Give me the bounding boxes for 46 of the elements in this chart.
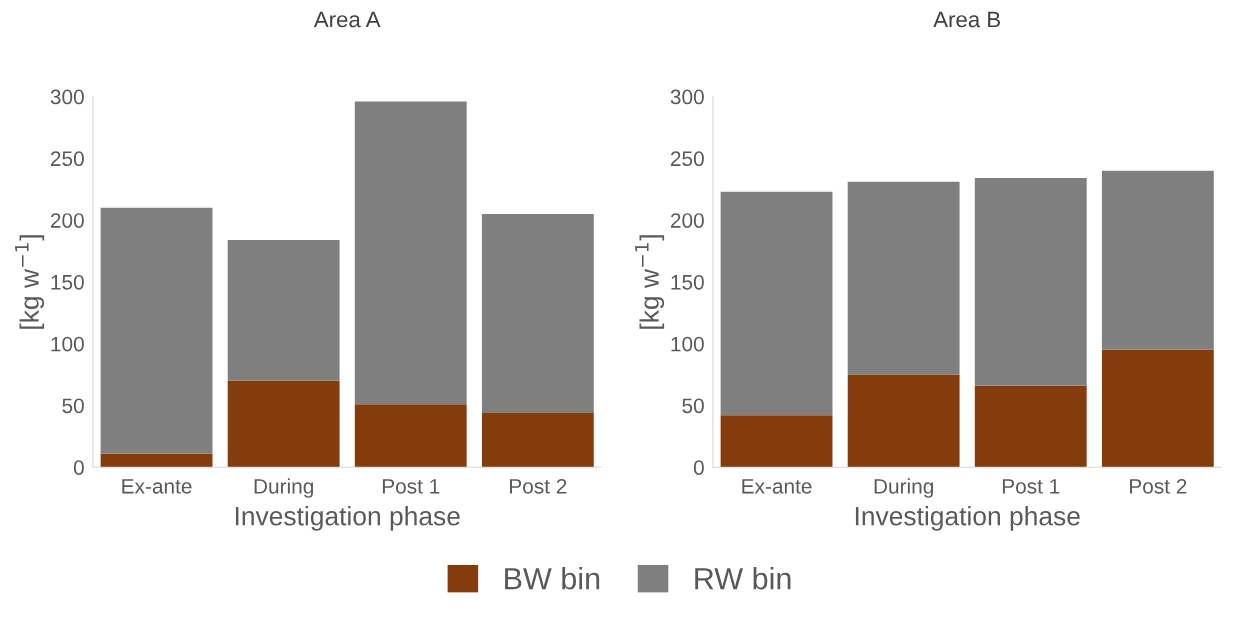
y-tick-label: 300 — [50, 89, 84, 105]
y-tick-label: 250 — [670, 151, 704, 167]
bar — [100, 207, 213, 454]
x-tick-label: During — [874, 478, 933, 498]
x-tick-label: During — [254, 478, 313, 498]
bar — [481, 213, 594, 413]
bar — [847, 374, 960, 468]
x-axis-title: Investigation phase — [855, 506, 1080, 531]
bar — [720, 415, 833, 468]
x-tick-label: Post 2 — [1130, 478, 1187, 494]
y-tick-label: 200 — [670, 213, 704, 228]
y-tick-label: 0 — [73, 460, 84, 475]
bar — [1101, 170, 1214, 350]
bar — [1101, 349, 1214, 468]
y-tick-label: 300 — [670, 89, 704, 105]
y-tick-label: 100 — [51, 336, 84, 352]
legend-label: RW bin — [695, 567, 791, 590]
y-tick-label: 50 — [62, 398, 84, 414]
y-tick-label: 150 — [51, 274, 84, 290]
x-axis-title: Investigation phase — [235, 506, 460, 531]
y-tick-label: 200 — [50, 213, 84, 228]
bar — [974, 385, 1087, 468]
chart-title: Area B — [933, 11, 1000, 28]
bar — [847, 181, 960, 375]
y-tick-label: 100 — [671, 336, 704, 352]
chart-title: Area A — [313, 11, 381, 28]
y-tick-label: 150 — [671, 274, 704, 290]
x-tick-label: Ex-ante — [742, 479, 812, 494]
y-tick-label: 250 — [50, 151, 84, 167]
bar — [354, 404, 467, 468]
x-tick-label: Ex-ante — [122, 479, 192, 494]
y-tick-label: 50 — [682, 398, 704, 414]
legend-label: BW bin — [505, 567, 600, 590]
bar — [227, 239, 340, 381]
x-tick-label: Post 2 — [510, 478, 567, 494]
bar — [100, 453, 213, 468]
bar — [354, 101, 467, 405]
x-tick-label: Post 1 — [1002, 479, 1060, 494]
y-tick-label: 0 — [693, 460, 704, 475]
y-axis-title: [kg w$^{−1}$] — [15, 235, 45, 329]
y-axis-title: [kg w$^{−1}$] — [635, 235, 665, 329]
bar — [227, 380, 340, 468]
bar — [481, 412, 594, 468]
bar — [720, 191, 833, 416]
bar — [974, 178, 1087, 386]
x-tick-label: Post 1 — [382, 479, 440, 494]
